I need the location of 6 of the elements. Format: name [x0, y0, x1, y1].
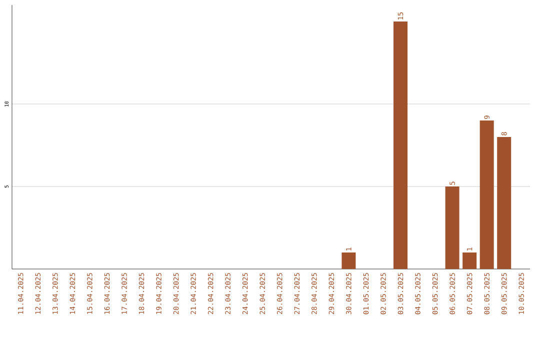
- bar: [497, 137, 512, 269]
- bar: [342, 252, 356, 269]
- bar: [480, 120, 494, 269]
- bar: [462, 252, 477, 269]
- bar: [445, 186, 460, 269]
- bar: [394, 22, 408, 269]
